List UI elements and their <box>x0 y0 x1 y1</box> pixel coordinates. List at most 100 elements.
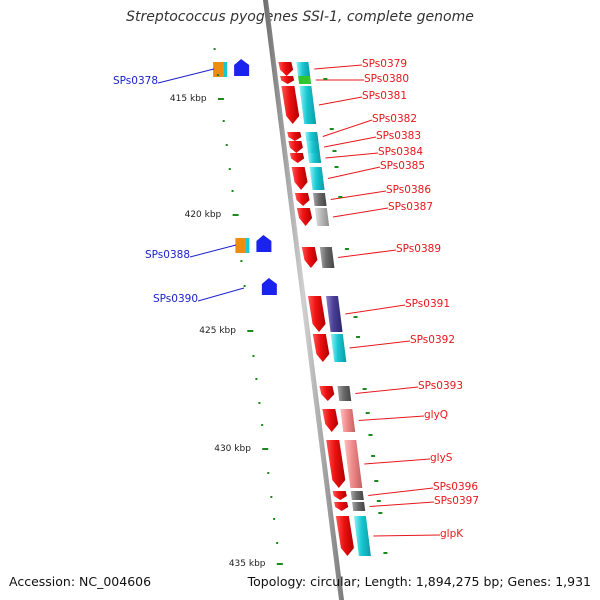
cog-category-bar <box>340 409 356 432</box>
label-leader-line <box>325 152 379 159</box>
scale-tick-label: 435 kbp <box>228 559 266 569</box>
forward-gene-arrow[interactable] <box>312 334 330 362</box>
forward-gene-arrow[interactable] <box>281 86 300 124</box>
forward-gene-label[interactable]: SPs0393 <box>418 380 464 392</box>
forward-gene-label[interactable]: SPs0385 <box>380 160 426 172</box>
label-leader-line <box>157 68 215 84</box>
forward-gene-arrow[interactable] <box>301 247 318 268</box>
accession-text: Accession: NC_004606 <box>9 574 152 589</box>
minor-tick-mark <box>261 424 264 426</box>
minor-tick-mark <box>240 260 243 262</box>
forward-gene-arrow[interactable] <box>334 502 349 511</box>
reverse-gene-arrow[interactable] <box>256 235 272 252</box>
minor-tick-mark <box>267 472 270 474</box>
label-leader-line <box>338 249 397 258</box>
minor-tick-mark <box>216 74 219 76</box>
cog-category-bars <box>213 62 371 556</box>
label-leader-line <box>328 166 381 179</box>
minor-tick-mark <box>338 196 343 198</box>
reverse-gene-arrow[interactable] <box>261 278 277 295</box>
cog-category-bar <box>319 247 335 268</box>
minor-tick-mark <box>344 248 349 250</box>
cog-category-bar <box>305 132 319 141</box>
forward-gene-arrow[interactable] <box>296 208 313 226</box>
map-title: Streptococcus pyogenes SSI-1, complete g… <box>126 9 474 25</box>
forward-gene-arrow[interactable] <box>287 132 302 141</box>
label-leader-line <box>369 501 435 507</box>
forward-gene-label[interactable]: SPs0386 <box>386 184 432 196</box>
forward-gene-label[interactable]: SPs0397 <box>434 495 480 507</box>
forward-gene-label[interactable]: glyS <box>430 452 453 464</box>
cog-category-bar <box>245 238 250 253</box>
forward-gene-arrow[interactable] <box>280 76 295 84</box>
cog-category-bar <box>223 62 228 77</box>
minor-tick-mark <box>273 518 276 520</box>
cog-category-bar <box>350 491 364 500</box>
genome-backbone <box>263 0 344 600</box>
gene-features <box>234 59 354 556</box>
forward-gene-label[interactable]: SPs0392 <box>410 334 456 346</box>
forward-gene-label[interactable]: SPs0396 <box>433 481 479 493</box>
minor-tick-mark <box>365 412 370 414</box>
cog-category-bar <box>312 193 327 206</box>
minor-tick-mark <box>243 285 246 287</box>
forward-gene-arrow[interactable] <box>288 141 303 153</box>
forward-gene-label[interactable]: SPs0387 <box>388 201 434 213</box>
major-tick-mark <box>262 448 269 450</box>
forward-gene-arrow[interactable] <box>319 386 335 401</box>
reverse-gene-label[interactable]: SPs0390 <box>153 293 199 305</box>
minor-tick-mark <box>258 402 261 404</box>
minor-tick-mark <box>225 144 228 146</box>
cog-category-bar <box>353 516 371 556</box>
minor-tick-mark <box>231 190 234 192</box>
major-tick-mark <box>247 330 254 332</box>
reverse-gene-arrow[interactable] <box>234 59 250 76</box>
minor-tick-mark <box>323 78 328 80</box>
forward-gene-label[interactable]: SPs0384 <box>378 146 424 158</box>
forward-gene-label[interactable]: SPs0379 <box>362 58 408 70</box>
label-leader-line <box>318 96 363 106</box>
forward-gene-arrow[interactable] <box>294 193 310 206</box>
major-tick-mark <box>232 214 239 216</box>
forward-gene-arrow[interactable] <box>291 167 308 190</box>
forward-gene-arrow[interactable] <box>332 491 347 500</box>
label-leader-line <box>314 64 363 70</box>
forward-gene-label[interactable]: SPs0380 <box>364 73 410 85</box>
minor-tick-mark <box>252 355 255 357</box>
forward-gene-arrow[interactable] <box>278 62 294 76</box>
forward-gene-label[interactable]: SPs0381 <box>362 90 408 102</box>
minor-tick-mark <box>332 150 337 152</box>
label-leader-lines <box>157 64 441 537</box>
minor-tick-mark <box>222 120 225 122</box>
forward-gene-arrow[interactable] <box>289 153 305 163</box>
scale-ticks <box>213 48 388 565</box>
forward-gene-label[interactable]: glyQ <box>424 409 449 421</box>
cog-category-bar <box>325 296 343 332</box>
minor-tick-mark <box>378 512 383 514</box>
forward-gene-label[interactable]: SPs0389 <box>396 243 442 255</box>
cog-category-bar <box>309 167 325 190</box>
forward-gene-label[interactable]: glpK <box>440 528 464 540</box>
scale-tick-label: 420 kbp <box>184 210 222 220</box>
cog-category-bar <box>314 208 330 226</box>
minor-tick-mark <box>374 480 379 482</box>
scale-tick-label: 425 kbp <box>199 326 236 336</box>
forward-gene-arrow[interactable] <box>326 440 346 488</box>
cog-category-bar <box>337 386 352 401</box>
forward-gene-label[interactable]: SPs0391 <box>405 298 451 310</box>
minor-tick-mark <box>255 378 258 380</box>
forward-gene-label[interactable]: SPs0382 <box>372 113 418 125</box>
reverse-gene-label[interactable]: SPs0388 <box>145 249 191 261</box>
cog-category-bar <box>307 153 322 163</box>
forward-gene-arrow[interactable] <box>307 296 326 332</box>
label-leader-line <box>189 244 237 258</box>
forward-gene-arrow[interactable] <box>335 516 354 556</box>
minor-tick-mark <box>334 166 339 168</box>
forward-gene-arrow[interactable] <box>322 409 339 432</box>
forward-gene-label[interactable]: SPs0383 <box>376 130 422 142</box>
major-tick-mark <box>276 563 283 565</box>
reverse-gene-label[interactable]: SPs0378 <box>113 75 159 87</box>
genome-stats-text: Topology: circular; Length: 1,894,275 bp… <box>247 574 591 589</box>
cog-category-bar <box>296 62 311 76</box>
